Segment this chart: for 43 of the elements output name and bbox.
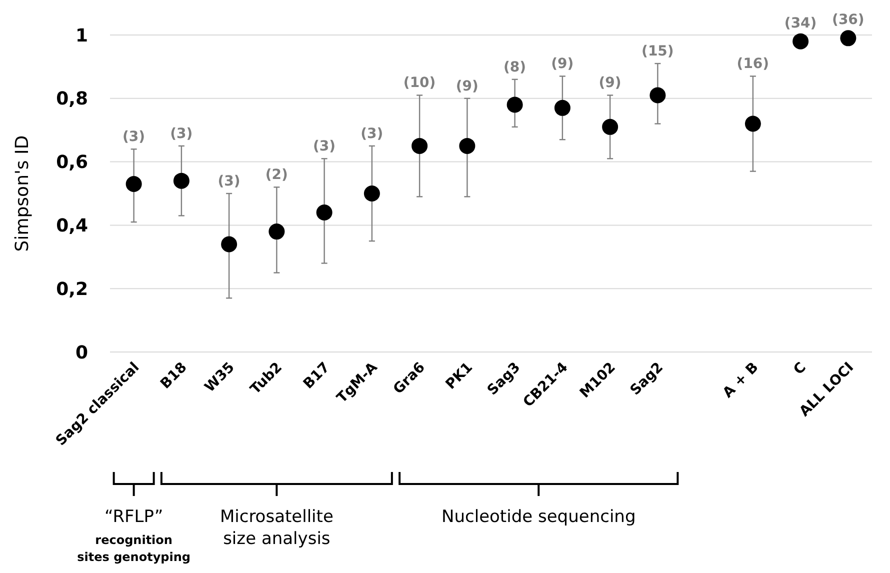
point [554,100,570,116]
point [412,138,428,154]
annotation: (16) [736,56,770,72]
y-tick-label: 0,2 [56,278,88,300]
annotation: (9) [551,56,574,72]
point [173,172,190,189]
annotation: (3) [170,126,193,142]
text: recognition sites genotyping [77,533,190,564]
text: Microsatellite size analysis [220,507,334,549]
annotation: (8) [504,59,526,76]
text: Nucleotide sequencing [442,507,636,527]
point [840,30,856,46]
point [268,224,285,240]
annotation: (10) [403,75,436,92]
annotation: (3) [218,174,240,190]
y-tick-label: 0,4 [56,216,88,236]
x-tick-label: A + B [720,360,762,402]
annotation: (3) [360,126,384,142]
text: “RFLP” [104,507,164,527]
y-tick-label: 1 [75,25,88,46]
point [602,118,618,135]
x-tick-label: C [790,360,810,378]
point [316,204,332,221]
annotation: (34) [784,15,817,32]
y-tick-label: 0 [75,342,88,364]
point [506,96,523,113]
annotation: (9) [598,75,622,92]
annotation: (3) [122,129,146,146]
point [792,33,809,50]
annotation: (2) [265,167,288,184]
point [126,176,142,192]
y-tick-label: 0,6 [56,152,88,174]
y-tick-label: 0,8 [56,88,88,110]
annotation: (36) [832,12,864,28]
point [364,186,380,202]
point [459,138,476,154]
y-axis-title: Simpson's ID [12,135,33,252]
point [650,87,666,104]
annotation: (3) [313,138,336,155]
annotation: (15) [642,44,674,60]
annotation: (9) [456,78,478,94]
point [744,116,761,132]
point [221,236,238,252]
